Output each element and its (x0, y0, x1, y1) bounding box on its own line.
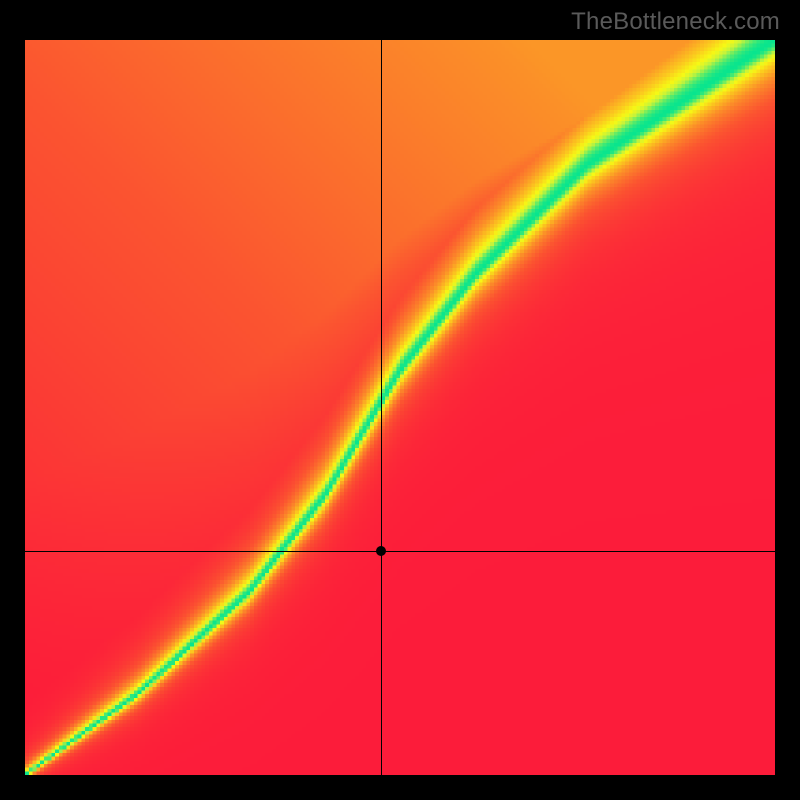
figure-root: TheBottleneck.com (0, 0, 800, 800)
heatmap-canvas (25, 40, 775, 775)
crosshair-vertical (381, 40, 382, 775)
watermark-text: TheBottleneck.com (571, 8, 780, 36)
crosshair-horizontal (25, 551, 775, 552)
plot-area (25, 40, 775, 775)
crosshair-marker (376, 546, 386, 556)
